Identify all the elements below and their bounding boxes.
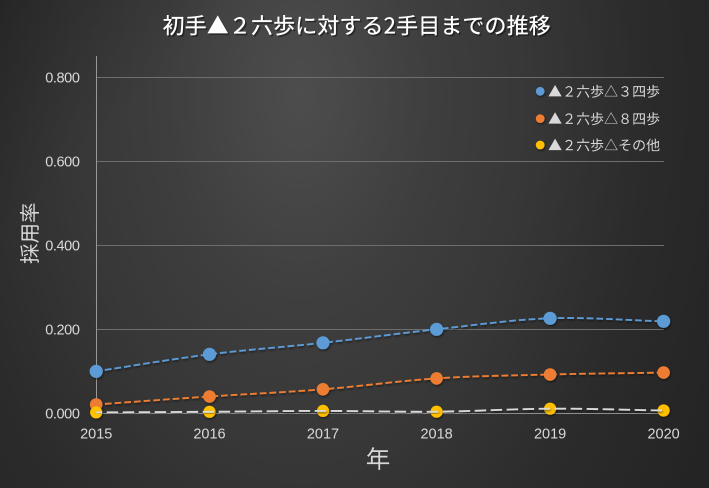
svg-text:2017: 2017: [307, 427, 339, 443]
svg-text:0.000: 0.000: [45, 407, 80, 423]
svg-text:2018: 2018: [420, 427, 452, 443]
svg-text:2015: 2015: [80, 427, 112, 443]
svg-text:0.800: 0.800: [45, 71, 80, 87]
svg-text:0.200: 0.200: [45, 323, 80, 339]
svg-text:0.400: 0.400: [45, 239, 80, 255]
svg-text:2016: 2016: [193, 427, 225, 443]
svg-text:2020: 2020: [647, 427, 679, 443]
svg-text:2019: 2019: [534, 427, 566, 443]
svg-text:0.600: 0.600: [45, 155, 80, 171]
